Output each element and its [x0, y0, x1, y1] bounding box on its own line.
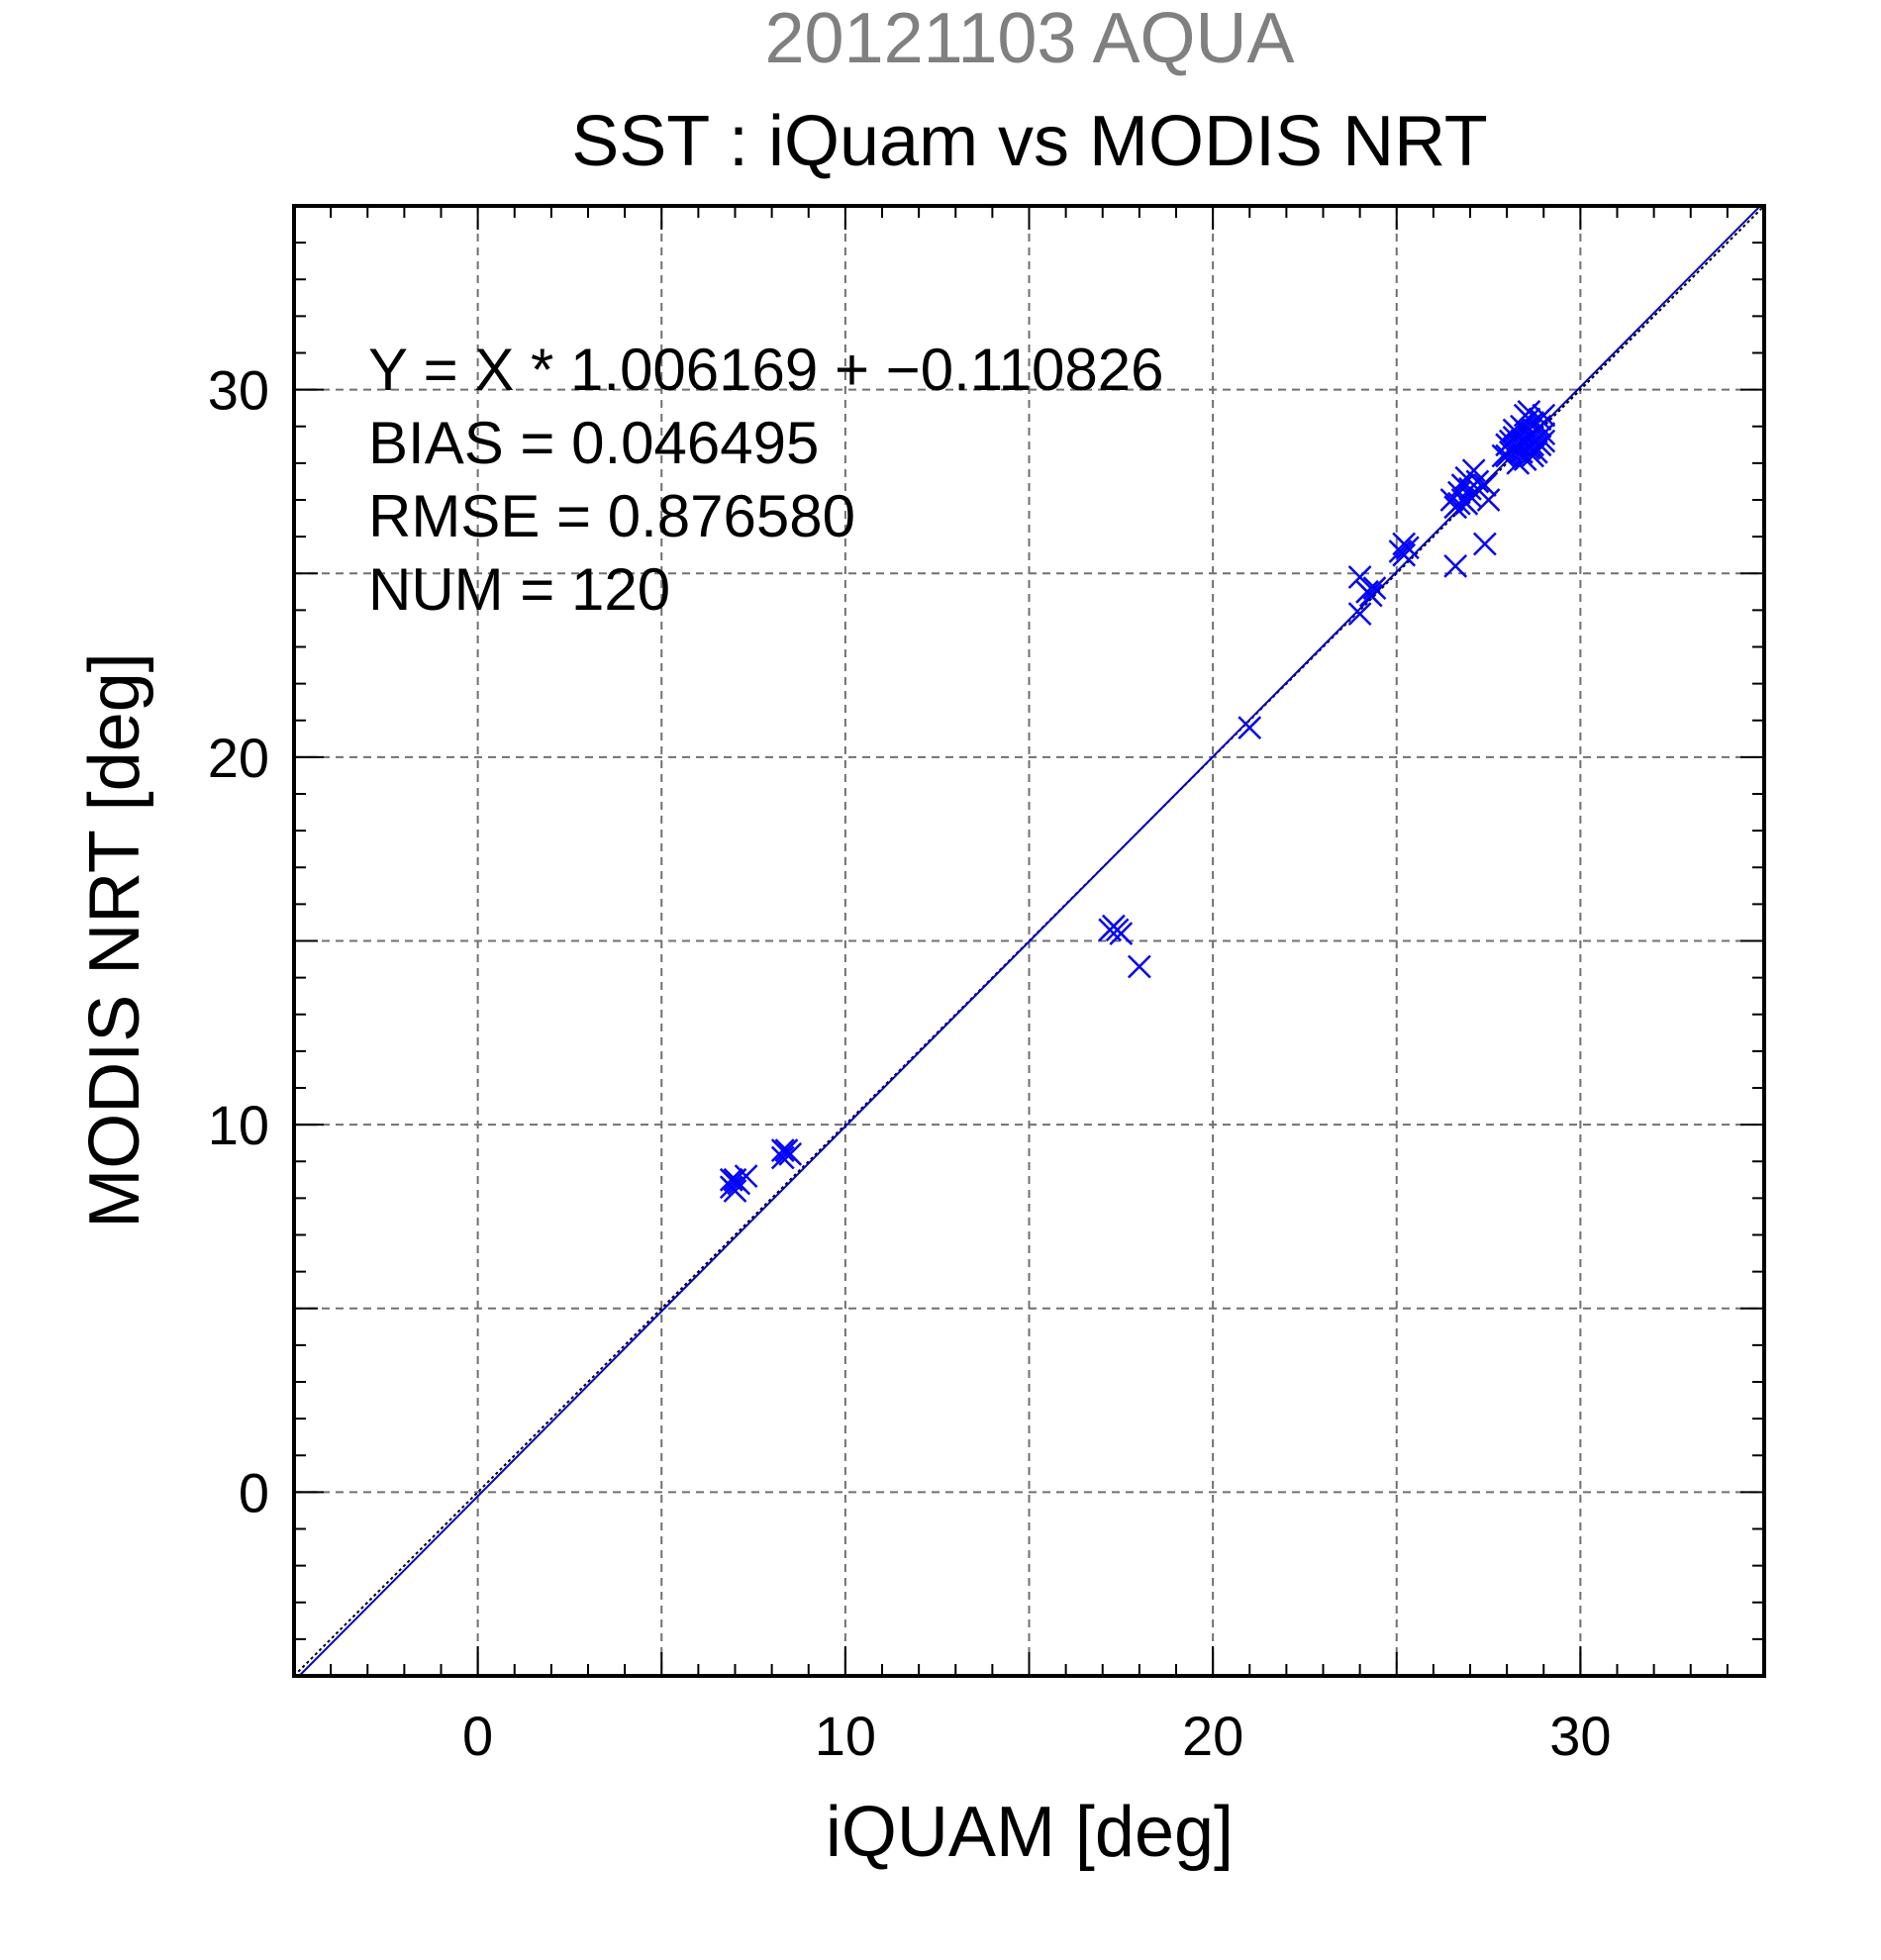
marker-stroke: [1506, 433, 1531, 457]
marker-stroke: [1362, 576, 1387, 600]
x-tick-label: 20: [1182, 1705, 1243, 1767]
marker-stroke: [1347, 565, 1372, 589]
scatter-point: [723, 1179, 747, 1203]
x-tick-labels: 0 10 20 30: [462, 1705, 1611, 1767]
y-tick-label: 10: [208, 1094, 269, 1156]
marker-stroke: [1476, 488, 1501, 512]
marker-stroke: [1472, 473, 1497, 498]
major-ticks: [294, 388, 1582, 1676]
scatter-point: [1461, 458, 1486, 483]
x-tick-label: 30: [1549, 1705, 1611, 1767]
y-tick-label: 20: [208, 727, 269, 789]
marker-stroke: [1513, 447, 1537, 472]
scatter-point: [1446, 491, 1471, 516]
marker-stroke: [770, 1138, 795, 1162]
scatter-point: [1392, 542, 1417, 567]
marker-stroke: [1532, 429, 1556, 453]
x-tick-label: 0: [462, 1705, 493, 1767]
scatter-point: [1347, 602, 1372, 626]
rmse-value: RMSE = 0.876580: [368, 483, 855, 549]
x-axis-label: iQUAM [deg]: [826, 1793, 1234, 1872]
scatter-point: [1443, 553, 1468, 578]
marker-stroke: [723, 1179, 747, 1203]
marker-stroke: [1502, 418, 1527, 442]
marker-stroke: [1524, 440, 1548, 464]
scatter-point: [1238, 716, 1262, 740]
marker-stroke: [719, 1167, 743, 1192]
scatter-point: [1472, 473, 1497, 498]
y-tick-label: 30: [208, 359, 269, 422]
marker-stroke: [1472, 532, 1497, 556]
bias-value: BIAS = 0.046495: [368, 410, 819, 476]
scatter-point: [1458, 484, 1482, 509]
marker-stroke: [1510, 414, 1534, 439]
scatter-point: [1513, 429, 1537, 453]
x-tick-label: 10: [815, 1705, 876, 1767]
marker-stroke: [1127, 954, 1151, 979]
marker-stroke: [1238, 716, 1262, 740]
marker-stroke: [1102, 914, 1126, 938]
regression-equation: Y = X * 1.006169 + −0.110826: [368, 337, 1164, 403]
scatter-point: [770, 1138, 795, 1162]
y-tick-labels: 0 10 20 30: [208, 359, 269, 1524]
marker-stroke: [1528, 407, 1552, 432]
scatter-point: [1102, 914, 1126, 938]
scatter-point: [770, 1145, 795, 1170]
marker-stroke: [734, 1164, 758, 1188]
scatter-point: [1450, 473, 1475, 498]
scatter-point: [1392, 532, 1417, 556]
marker-stroke: [1392, 532, 1417, 556]
stats-annotation: Y = X * 1.006169 + −0.110826 BIAS = 0.04…: [368, 337, 1164, 623]
scatter-point: [1506, 433, 1531, 457]
marker-stroke: [1450, 473, 1475, 498]
marker-stroke: [1454, 491, 1479, 516]
scatter-points: [719, 400, 1556, 1203]
scatter-point: [1476, 488, 1501, 512]
y-axis-label: MODIS NRT [deg]: [75, 652, 154, 1228]
scatter-point: [734, 1164, 758, 1188]
marker-stroke: [1513, 429, 1537, 453]
marker-stroke: [1358, 583, 1383, 608]
scatter-point: [1472, 532, 1497, 556]
scatter-point: [1358, 583, 1383, 608]
marker-stroke: [778, 1141, 803, 1166]
marker-stroke: [1446, 491, 1471, 516]
marker-stroke: [1517, 400, 1541, 424]
scatter-point: [1127, 954, 1151, 979]
marker-stroke: [1458, 484, 1482, 509]
plot-frame: [292, 204, 1766, 1678]
chart-date-title: 20121103 AQUA: [764, 0, 1294, 78]
y-tick-label: 0: [239, 1461, 269, 1523]
scatter-point: [1517, 400, 1541, 424]
marker-stroke: [1461, 458, 1486, 483]
marker-stroke: [1443, 553, 1468, 578]
scatter-point: [1528, 407, 1552, 432]
chart-title: SST : iQuam vs MODIS NRT: [571, 102, 1488, 181]
scatter-point: [1347, 565, 1372, 589]
scatter-point: [1532, 429, 1556, 453]
scatter-point: [1362, 576, 1387, 600]
marker-stroke: [770, 1145, 795, 1170]
scatter-point: [1510, 414, 1534, 439]
marker-stroke: [1347, 602, 1372, 626]
scatter-point: [778, 1141, 803, 1166]
marker-stroke: [1392, 542, 1417, 567]
marker-stroke: [1465, 469, 1490, 494]
scatter-point: [1513, 447, 1537, 472]
num-value: NUM = 120: [368, 556, 670, 623]
scatter-point: [1454, 491, 1479, 516]
